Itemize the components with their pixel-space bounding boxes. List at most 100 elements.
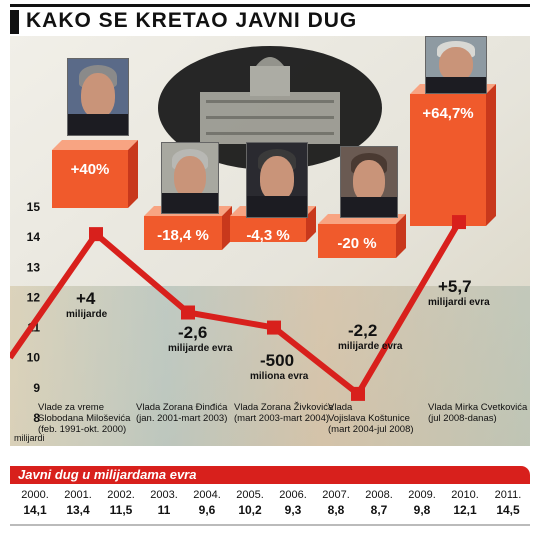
year-label: 2001. [64, 489, 92, 501]
period-label-3-line0: Vlada [328, 402, 353, 413]
year-cell: 2002. 11,5 [101, 486, 141, 520]
year-value: 10,2 [238, 503, 262, 517]
y-tick-label-1: 9 [33, 381, 40, 395]
period-label-1-line1: (jan. 2001-mart 2003) [136, 413, 227, 424]
year-cell: 2008. 8,7 [359, 486, 399, 520]
period-label-0-line0: Vlade za vreme [38, 402, 104, 413]
percent-label-2: -4,3 % [246, 227, 289, 244]
plinth-side-1 [222, 206, 232, 250]
y-tick-label-2: 10 [27, 351, 41, 365]
debt-point-4 [351, 386, 365, 401]
portrait-kostunica [340, 146, 398, 218]
year-label: 2003. [150, 489, 178, 501]
year-value: 9,6 [198, 503, 216, 517]
year-cell: 2006. 9,3 [273, 486, 313, 520]
change-value-3: -2,2 [348, 321, 377, 340]
year-label: 2011. [494, 489, 522, 501]
debt-point-3 [267, 320, 281, 335]
year-cell: 2003. 11 [144, 486, 184, 520]
portrait-zivkovic [246, 142, 308, 218]
year-value: 12,1 [453, 503, 477, 517]
year-value: 11,5 [109, 503, 133, 517]
year-label: 2002. [107, 489, 135, 501]
year-cell: 2010. 12,1 [445, 486, 485, 520]
plinth-side-4 [486, 84, 496, 226]
plinth-front-2 [230, 216, 306, 242]
year-label: 2005. [236, 489, 264, 501]
plinth-side-3 [396, 214, 406, 258]
year-value: 14,1 [23, 503, 47, 517]
debt-point-1 [89, 227, 103, 242]
y-unit-label-line2: evra [28, 445, 46, 446]
year-cell: 2007. 8,8 [316, 486, 356, 520]
plinth-front-1 [144, 216, 222, 250]
debt-line [10, 220, 462, 397]
change-unit-2: miliona evra [250, 371, 309, 382]
debt-point-5 [452, 215, 466, 230]
chart-area: 89101112131415milijardievra +40%-18,4 %-… [10, 36, 530, 446]
y-tick-label-4: 12 [27, 290, 41, 304]
debt-point-2 [181, 305, 195, 320]
portrait-cvetkovic [425, 36, 487, 94]
year-label: 2008. [365, 489, 393, 501]
plinth-front-4 [410, 94, 486, 226]
title-bar: KAKO SE KRETAO JAVNI DUG [10, 4, 530, 37]
period-label-2-line1: (mart 2003-mart 2004) [234, 413, 329, 424]
change-unit-3: milijarde evra [338, 341, 403, 352]
government-building-emblem [158, 46, 382, 170]
year-label: 2006. [279, 489, 307, 501]
year-value: 9,3 [284, 503, 302, 517]
portrait-djindjic [161, 142, 219, 214]
percent-label-1: -18,4 % [157, 227, 209, 244]
year-label: 2010. [451, 489, 479, 501]
change-unit-4: milijardi evra [428, 297, 490, 308]
year-cell: 2005. 10,2 [230, 486, 270, 520]
y-tick-label-0: 8 [33, 411, 40, 425]
year-label: 2000. [21, 489, 49, 501]
year-value: 14,5 [496, 503, 520, 517]
banknote-backdrop [10, 286, 530, 446]
plinth-side-0 [128, 140, 138, 208]
year-value: 13,4 [66, 503, 90, 517]
change-unit-0: milijarde [66, 309, 108, 320]
percent-label-4: +64,7% [422, 105, 473, 122]
chart-svg: 89101112131415milijardievra +40%-18,4 %-… [10, 36, 530, 446]
table-header: Javni dug u milijardama evra [10, 466, 530, 484]
change-value-1: -2,6 [178, 323, 207, 342]
year-cell: 2011. 14,5 [488, 486, 528, 520]
period-label-2-line0: Vlada Zorana Živkovića [234, 402, 334, 413]
period-label-4-line0: Vlada Mirka Cvetkovića [428, 402, 528, 413]
year-cell: 2009. 9,8 [402, 486, 442, 520]
period-label-3-line1: Vojislava Koštunice [328, 413, 410, 424]
change-value-0: +4 [76, 289, 96, 308]
change-value-4: +5,7 [438, 277, 472, 296]
y-tick-label-7: 15 [27, 200, 41, 214]
plinth-top-0 [52, 140, 138, 150]
period-label-0-line1: Slobodana Miloševića [38, 413, 131, 424]
year-value: 8,7 [370, 503, 388, 517]
y-tick-label-5: 13 [27, 260, 41, 274]
period-label-3-line2: (mart 2004-jul 2008) [328, 424, 414, 435]
percent-label-3: -20 % [337, 235, 376, 252]
y-unit-label-line1: milijardi [14, 433, 45, 443]
year-cell: 2001. 13,4 [58, 486, 98, 520]
year-cell: 2004. 9,6 [187, 486, 227, 520]
year-label: 2009. [408, 489, 436, 501]
y-tick-label-6: 14 [27, 230, 41, 244]
plinth-front-3 [318, 224, 396, 258]
year-label: 2007. [322, 489, 350, 501]
chart-title: KAKO SE KRETAO JAVNI DUG [26, 9, 358, 32]
change-unit-1: milijarde evra [168, 343, 233, 354]
plinth-front-0 [52, 150, 128, 208]
year-cell: 2000. 14,1 [15, 486, 55, 520]
year-value-table: 2000. 14,1 2001. 13,4 2002. 11,5 2003. 11 2004. 9… [10, 486, 530, 520]
percent-label-0: +40% [71, 161, 110, 178]
year-label: 2004. [193, 489, 221, 501]
period-label-4-line1: (jul 2008-danas) [428, 413, 497, 424]
year-value: 11 [157, 503, 171, 517]
plinth-side-2 [306, 206, 316, 242]
title-accent-block [10, 10, 19, 34]
period-label-0-line2: (feb. 1991-okt. 2000) [38, 424, 126, 435]
period-label-1-line0: Vlada Zorana Đinđića [136, 402, 228, 413]
change-value-2: -500 [260, 351, 294, 370]
